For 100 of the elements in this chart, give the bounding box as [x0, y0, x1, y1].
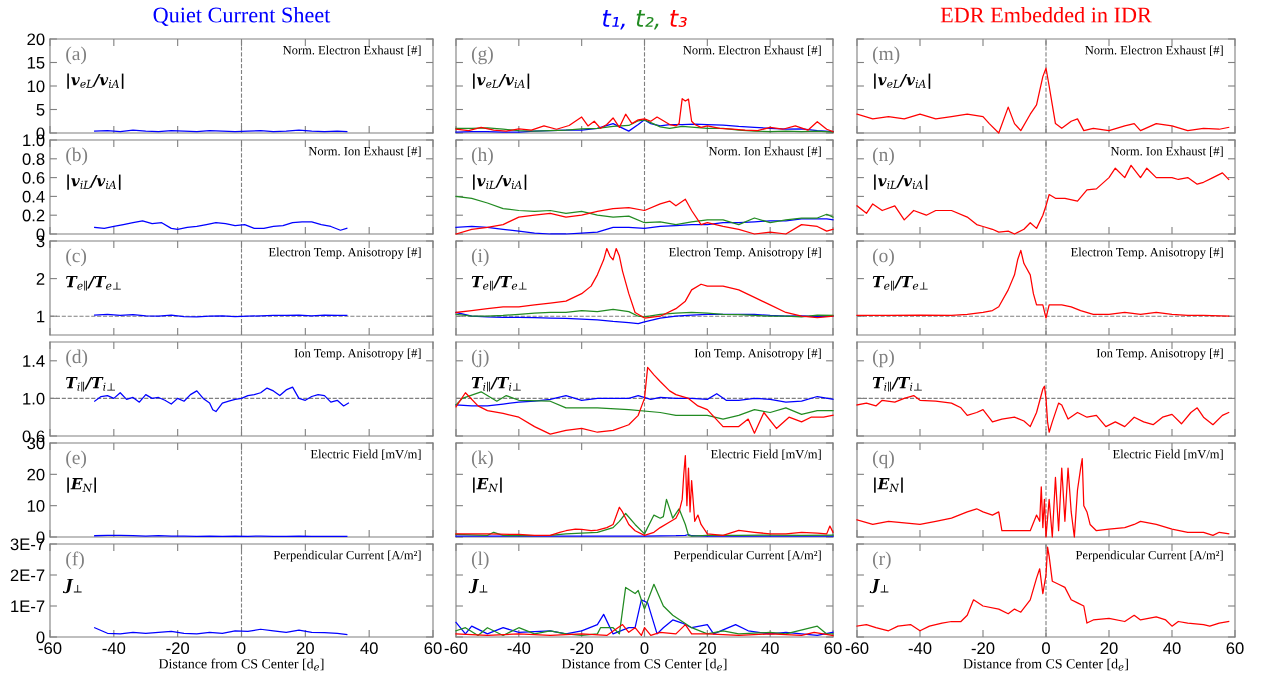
chart-title: Quiet Current Sheet: [153, 6, 331, 26]
annotation: (q): [872, 450, 894, 469]
x-tick-label: 40: [761, 642, 779, 655]
annotation: T$_{i∥}$/T$_{i⊥}$: [872, 377, 922, 392]
annotation: Norm. Electron Exhaust [#]: [1085, 45, 1223, 56]
x-tick-label: -60: [38, 642, 62, 655]
text: t₃: [670, 10, 687, 27]
annotation: (i): [471, 248, 489, 267]
annotation: |v$_{iL}$/v$_{iA}$|: [67, 174, 121, 190]
x-tick-label: -20: [971, 642, 995, 655]
y-tick-label: 0.4: [22, 190, 45, 203]
x-axis-title: Distance from CS Center [d$_{e}$]: [963, 658, 1128, 671]
y-tick-label: 0.8: [22, 153, 45, 165]
annotation: Norm. Ion Exhaust [#]: [308, 146, 421, 157]
x-tick-label: -40: [102, 642, 126, 655]
annotation: |v$_{iL}$/v$_{iA}$|: [874, 174, 928, 190]
annotation: Norm. Ion Exhaust [#]: [708, 146, 821, 157]
annotation: (l): [471, 551, 489, 570]
x-tick-label: 40: [360, 642, 378, 655]
x-axis-title: Distance from CS Center [d$_{e}$]: [561, 658, 727, 671]
x-tick-label: 60: [824, 642, 842, 655]
annotation: Electron Temp. Anisotropy [#]: [669, 247, 821, 259]
annotation: Electric Field [mV/m]: [1112, 449, 1223, 460]
annotation: T$_{e∥}$/T$_{e⊥}$: [471, 276, 527, 291]
annotation: Electron Temp. Anisotropy [#]: [1070, 247, 1223, 259]
chart-title: EDR Embedded in IDR: [940, 6, 1152, 23]
annotation: (j): [471, 349, 489, 368]
annotation: (d): [66, 349, 88, 368]
y-tick-label: 20: [27, 33, 45, 46]
y-tick-label: 5: [36, 104, 45, 116]
y-tick-label: 1.4: [23, 355, 45, 367]
x-tick-label: -60: [444, 642, 468, 655]
annotation: (a): [66, 46, 87, 65]
annotation: T$_{i∥}$/T$_{i⊥}$: [66, 377, 116, 392]
x-tick-label: 20: [698, 642, 716, 655]
annotation: (p): [872, 349, 894, 368]
annotation: (f): [66, 551, 84, 570]
x-tick-label: 0: [237, 642, 246, 655]
x-tick-label: -20: [166, 642, 190, 655]
x-tick-label: 40: [1163, 642, 1181, 655]
annotation: T$_{e∥}$/T$_{e⊥}$: [872, 276, 928, 291]
annotation: Perpendicular Current [A/m²]: [273, 550, 421, 562]
y-tick-label: 1.0: [23, 392, 45, 405]
x-tick-label: -20: [570, 642, 594, 655]
x-tick-label: 0: [1042, 642, 1050, 655]
y-tick-label: 10: [27, 500, 45, 512]
annotation: Perpendicular Current [A/m²]: [1075, 550, 1223, 562]
annotation: Norm. Ion Exhaust [#]: [1110, 146, 1223, 157]
y-tick-label: 1E-7: [11, 600, 45, 613]
annotation: (m): [872, 46, 900, 65]
annotation: Electric Field [mV/m]: [310, 449, 421, 460]
y-tick-label: 0.6: [22, 172, 45, 184]
annotation: Ion Temp. Anisotropy [#]: [294, 348, 421, 360]
annotation: T$_{e∥}$/T$_{e⊥}$: [66, 276, 121, 291]
annotation: Perpendicular Current [A/m²]: [673, 550, 821, 562]
annotation: (n): [872, 147, 894, 166]
x-tick-label: 60: [424, 642, 442, 655]
annotation: (e): [66, 450, 87, 469]
annotation: |v$_{eL}$/v$_{iA}$|: [473, 73, 530, 89]
annotation: Electric Field [mV/m]: [710, 449, 821, 460]
annotation: |v$_{eL}$/v$_{iA}$|: [67, 73, 124, 89]
y-tick-label: 1: [37, 310, 45, 323]
x-tick-label: 20: [1100, 642, 1118, 655]
y-tick-label: 10: [27, 80, 45, 93]
annotation: |v$_{eL}$/v$_{iA}$|: [874, 73, 931, 89]
x-tick-label: -40: [908, 642, 932, 655]
y-tick-label: 2E-7: [10, 569, 45, 582]
annotation: Ion Temp. Anisotropy [#]: [694, 348, 821, 360]
annotation: J$_{⊥}$: [869, 578, 889, 594]
x-tick-label: -60: [845, 642, 869, 655]
x-tick-label: 20: [296, 642, 314, 655]
y-tick-label: 0.2: [22, 209, 45, 222]
annotation: (b): [66, 147, 88, 166]
x-axis-title: Distance from CS Center [d$_{e}$]: [158, 658, 324, 671]
annotation: |v$_{iL}$/v$_{iA}$|: [473, 174, 527, 190]
annotation: (r): [872, 551, 891, 570]
annotation: Norm. Electron Exhaust [#]: [283, 45, 421, 56]
y-tick-label: 15: [27, 57, 45, 69]
annotation: J$_{⊥}$: [468, 578, 488, 594]
y-tick-label: 20: [27, 468, 45, 481]
y-tick-label: 2: [36, 273, 45, 285]
annotation: (c): [66, 248, 87, 267]
annotation: |E$_{N}$|: [874, 477, 903, 493]
annotation: J$_{⊥}$: [62, 578, 82, 594]
annotation: |E$_{N}$|: [473, 477, 502, 493]
annotation: T$_{i∥}$/T$_{i⊥}$: [471, 377, 521, 392]
x-tick-label: -40: [507, 642, 531, 655]
annotation: (k): [471, 450, 493, 469]
annotation: (g): [471, 46, 493, 65]
annotation: (o): [872, 248, 894, 267]
text: t₁,: [602, 10, 625, 30]
annotation: |E$_{N}$|: [67, 477, 96, 493]
annotation: Ion Temp. Anisotropy [#]: [1096, 348, 1223, 360]
annotation: (h): [471, 147, 493, 166]
y-tick-label: 0: [36, 631, 45, 644]
annotation: Electron Temp. Anisotropy [#]: [268, 247, 421, 259]
annotation: Norm. Electron Exhaust [#]: [683, 45, 821, 56]
x-tick-label: 60: [1226, 642, 1244, 655]
text: t₂,: [636, 10, 659, 30]
x-tick-label: 0: [640, 642, 649, 655]
